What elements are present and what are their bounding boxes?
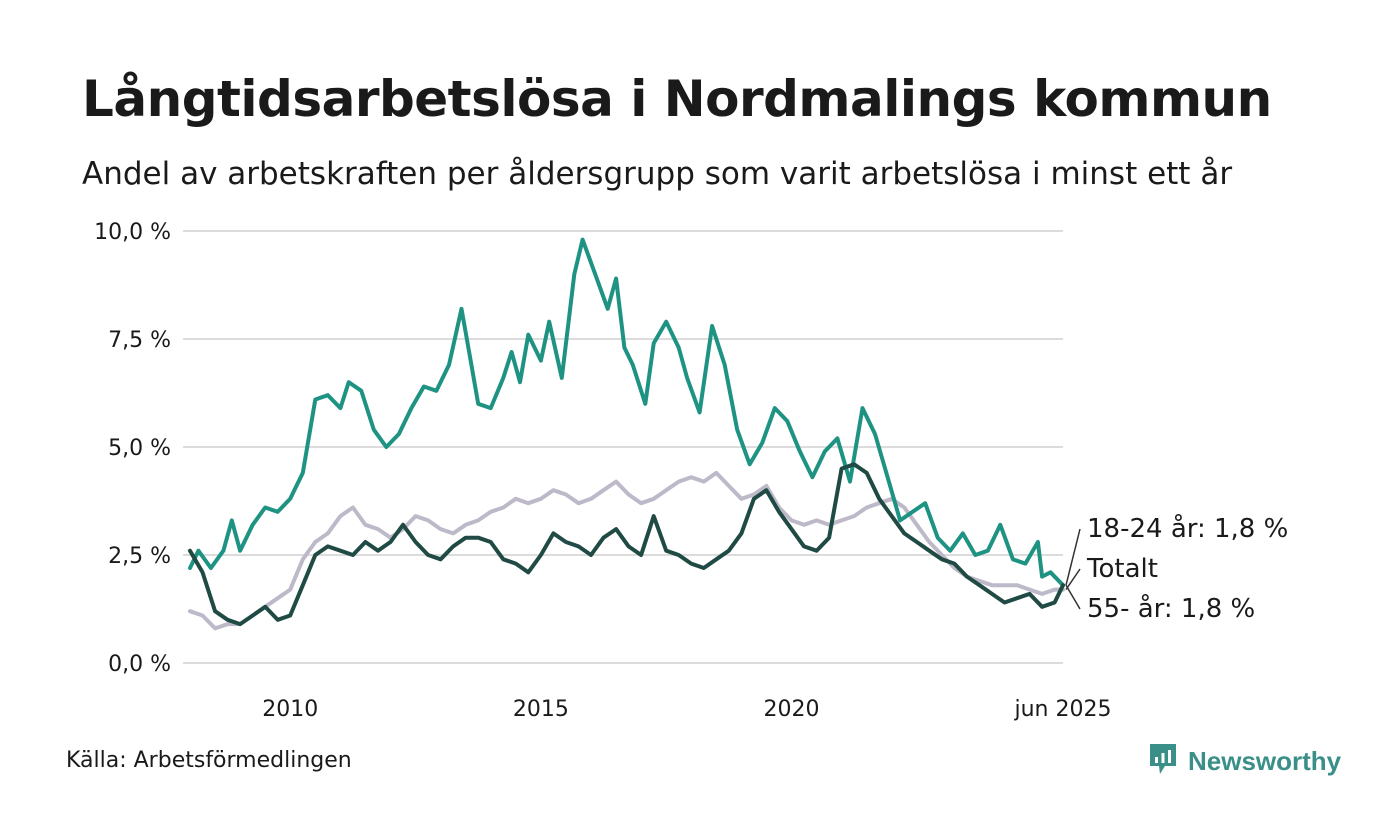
chart-subtitle: Andel av arbetskraften per åldersgrupp s… — [82, 156, 1233, 192]
chart-title: Långtidsarbetslösa i Nordmalings kommun — [82, 70, 1272, 128]
series-line-1 — [188, 237, 1065, 588]
x-tick-label: 2015 — [513, 697, 569, 722]
x-axis: 2010 2015 2020 jun 2025 — [262, 697, 1111, 722]
y-tick-label: 7,5 % — [108, 328, 171, 353]
end-labels: 18-24 år: 1,8 % Totalt 55- år: 1,8 % — [1065, 513, 1288, 624]
series-line-2 — [188, 462, 1065, 627]
y-tick-label: 5,0 % — [108, 436, 171, 461]
x-tick-label: 2010 — [262, 697, 318, 722]
series-line-0 — [188, 470, 1065, 631]
leader-line — [1065, 568, 1081, 590]
series-end-label: Totalt — [1086, 554, 1158, 584]
grid-layer — [183, 230, 1063, 664]
y-tick-label: 10,0 % — [94, 220, 171, 245]
leader-line — [1065, 584, 1081, 610]
series-layer — [188, 237, 1065, 631]
y-tick-label: 0,0 % — [108, 652, 171, 677]
newsworthy-logo-icon — [1148, 742, 1178, 780]
series-end-label: 18-24 år: 1,8 % — [1087, 513, 1288, 544]
brand-logo[interactable]: Newsworthy — [1148, 742, 1341, 780]
leader-line — [1065, 528, 1081, 586]
x-tick-label: 2020 — [763, 697, 819, 722]
y-axis: 0,0 % 2,5 % 5,0 % 7,5 % 10,0 % — [94, 220, 171, 677]
series-end-label: 55- år: 1,8 % — [1087, 593, 1255, 624]
brand-name: Newsworthy — [1188, 745, 1342, 776]
source-note: Källa: Arbetsförmedlingen — [66, 748, 352, 773]
y-tick-label: 2,5 % — [108, 544, 171, 569]
x-tick-label: jun 2025 — [1014, 697, 1112, 722]
